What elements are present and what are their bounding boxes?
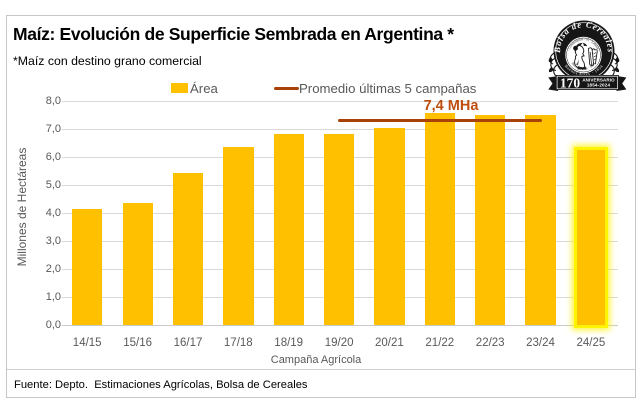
svg-text:170: 170 (560, 76, 581, 91)
svg-text:1854-2024: 1854-2024 (587, 83, 611, 88)
svg-text:ANIVERSARIO: ANIVERSARIO (582, 78, 615, 83)
